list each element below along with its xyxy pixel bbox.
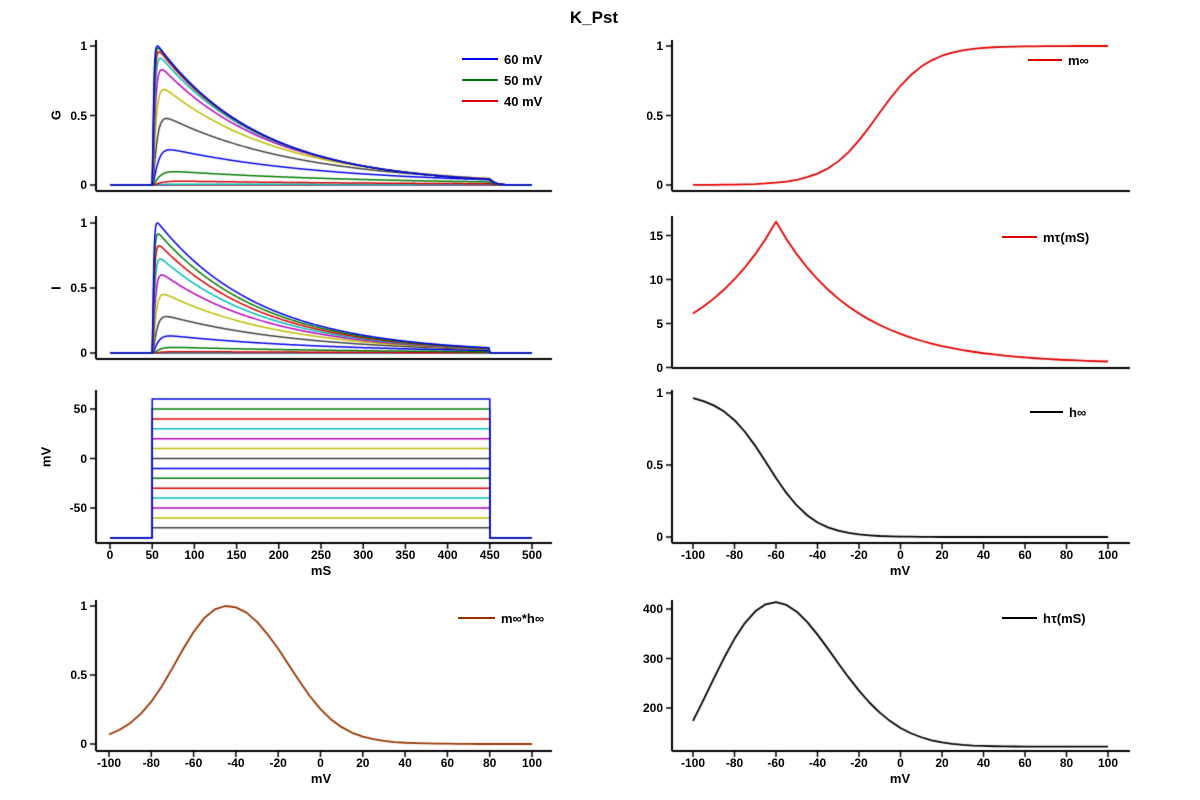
x-tick-label: 80	[1059, 756, 1074, 770]
legend-line-50mv	[462, 79, 498, 81]
y-tick-label: 0.5	[70, 668, 87, 682]
x-axis-label-hinf-voltage: mV	[889, 563, 911, 578]
legend-label-minf-hinf: m∞*h∞	[501, 611, 545, 626]
legend-label-mtau: mτ(mS)	[1043, 230, 1090, 245]
y-tick-label: 400	[642, 602, 663, 616]
x-tick-label: 100	[521, 756, 543, 770]
x-tick-label: -80	[725, 756, 744, 770]
x-tick-label: 80	[483, 756, 497, 770]
y-tick-label: 50	[73, 402, 87, 416]
legend-label-60mv: 60 mV	[504, 52, 543, 67]
y-tick-label: 0.5	[70, 108, 87, 123]
x-tick-label: -100	[96, 756, 122, 770]
y-tick-label: 1	[80, 599, 87, 613]
x-tick-label: 40	[976, 548, 991, 562]
y-tick-label: 200	[642, 701, 663, 715]
x-tick-label: 20	[356, 756, 370, 770]
y-tick-label: 1	[80, 39, 87, 53]
x-tick-label: 0	[897, 548, 904, 562]
y-tick-label: 15	[649, 228, 663, 243]
legend-label-hinf: h∞	[1069, 405, 1087, 420]
x-tick-label: -20	[850, 548, 868, 562]
x-tick-label: 450	[479, 548, 500, 562]
legend-line-mtau	[1002, 236, 1037, 238]
y-tick-label: 1	[656, 39, 663, 53]
x-tick-label: 300	[353, 548, 374, 562]
legend-line-40mv	[462, 100, 498, 102]
x-tick-label: 500	[521, 548, 543, 562]
x-tick-label: -80	[725, 548, 744, 562]
x-tick-label: 150	[226, 548, 247, 562]
y-tick-label: 0	[656, 360, 663, 375]
x-tick-label: 60	[1018, 756, 1032, 770]
x-tick-label: 60	[1018, 548, 1032, 562]
legend-label-50mv: 50 mV	[504, 73, 543, 88]
y-tick-label: 0	[80, 451, 87, 466]
y-tick-label: 5	[656, 316, 663, 331]
x-tick-label: 80	[1059, 548, 1074, 562]
x-tick-label: 250	[310, 548, 332, 562]
y-tick-label: -50	[69, 501, 87, 515]
x-tick-label: 20	[935, 548, 949, 562]
x-tick-label: 0	[317, 756, 324, 770]
legend-label-htau: hτ(mS)	[1043, 611, 1086, 626]
y-tick-label: 0	[80, 178, 87, 192]
y-tick-label: 0.5	[646, 458, 663, 472]
legend-line-hinf	[1030, 411, 1063, 413]
x-tick-label: -20	[269, 756, 287, 770]
x-tick-label: -100	[680, 756, 706, 770]
x-tick-label: -60	[767, 548, 785, 562]
x-tick-label: -60	[767, 756, 785, 770]
y-tick-label: 0	[656, 178, 663, 192]
y-tick-label: 0	[80, 346, 87, 360]
x-tick-label: 400	[437, 548, 458, 562]
x-tick-label: 40	[398, 756, 412, 770]
x-tick-label: -20	[850, 756, 868, 770]
x-tick-label: 350	[395, 548, 416, 562]
legend-label-minf: m∞	[1068, 53, 1089, 68]
x-tick-label: 100	[184, 548, 205, 562]
x-tick-label: 60	[440, 756, 455, 770]
legend-line-minf-hinf	[458, 617, 495, 619]
x-tick-label: 0	[106, 548, 114, 562]
x-tick-label: 100	[1097, 756, 1119, 770]
x-axis-label-htau-voltage: mV	[889, 771, 911, 786]
x-tick-label: 50	[145, 548, 159, 562]
y-axis-label-voltage: mV	[38, 446, 54, 468]
x-tick-label: -40	[808, 756, 827, 770]
legend-line-minf	[1028, 59, 1062, 61]
x-tick-label: -40	[808, 548, 827, 562]
y-tick-label: 0.5	[70, 281, 87, 295]
x-tick-label: 20	[935, 756, 949, 770]
x-tick-label: 40	[976, 756, 991, 770]
y-tick-label: 300	[642, 651, 663, 666]
y-tick-label: 0	[656, 530, 663, 544]
y-tick-label: 0.5	[646, 108, 663, 123]
legend-label-40mv: 40 mV	[504, 94, 543, 109]
x-tick-label: 200	[268, 548, 289, 562]
y-axis-label-conductance: G	[48, 109, 64, 121]
y-tick-label: 10	[649, 272, 663, 287]
x-tick-label: 0	[897, 756, 904, 770]
x-tick-label: 100	[1097, 548, 1119, 562]
x-tick-label: -40	[227, 756, 245, 770]
legend-line-60mv	[462, 58, 498, 60]
legend-line-htau	[1002, 617, 1037, 619]
figure-title: K_Pst	[569, 8, 619, 27]
x-tick-label: -100	[680, 548, 706, 562]
x-axis-label-mh-voltage: mV	[310, 771, 332, 786]
y-tick-label: 1	[656, 386, 663, 400]
y-tick-label: 1	[80, 216, 87, 230]
x-tick-label: -80	[142, 756, 160, 770]
x-axis-label-time: mS	[310, 563, 332, 578]
y-axis-label-current: I	[48, 286, 64, 290]
x-tick-label: -60	[184, 756, 203, 770]
y-tick-label: 0	[80, 737, 87, 751]
